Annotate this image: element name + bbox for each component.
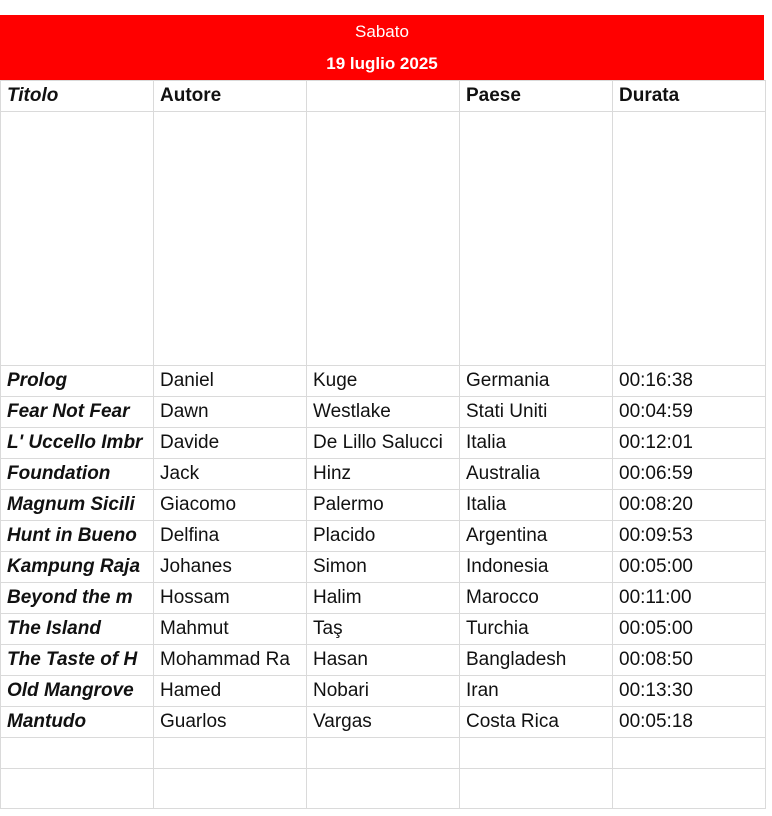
author-last-cell[interactable]: Kuge: [306, 365, 460, 397]
cell[interactable]: [612, 737, 766, 769]
country-cell[interactable]: Italia: [459, 427, 613, 459]
cell[interactable]: [0, 737, 154, 769]
author-last-cell[interactable]: De Lillo Salucci: [306, 427, 460, 459]
header-country[interactable]: Paese: [459, 80, 613, 112]
table-row: Kampung Raja Johanes Simon Indonesia 00:05:0…: [0, 551, 766, 583]
title-cell[interactable]: Hunt in Bueno: [0, 520, 154, 552]
duration-cell[interactable]: 00:09:53: [612, 520, 766, 552]
schedule-table: Titolo Autore Paese Durata Prolog Daniel K…: [0, 80, 766, 809]
title-cell[interactable]: Prolog: [0, 365, 154, 397]
author-first-cell[interactable]: Mohammad Ra: [153, 644, 307, 676]
cell[interactable]: [612, 768, 766, 809]
author-last-cell[interactable]: Taş: [306, 613, 460, 645]
country-cell[interactable]: Italia: [459, 489, 613, 521]
table-row: Mantudo Guarlos Vargas Costa Rica 00:05:18: [0, 706, 766, 738]
author-first-cell[interactable]: Giacomo: [153, 489, 307, 521]
empty-row: [0, 737, 766, 769]
title-cell[interactable]: Beyond the m: [0, 582, 154, 614]
author-first-cell[interactable]: Daniel: [153, 365, 307, 397]
author-last-cell[interactable]: Palermo: [306, 489, 460, 521]
country-cell[interactable]: Australia: [459, 458, 613, 490]
country-cell[interactable]: Stati Uniti: [459, 396, 613, 428]
author-first-cell[interactable]: Jack: [153, 458, 307, 490]
country-cell[interactable]: Costa Rica: [459, 706, 613, 738]
author-last-cell[interactable]: Simon: [306, 551, 460, 583]
title-cell[interactable]: The Taste of H: [0, 644, 154, 676]
duration-cell[interactable]: 00:05:00: [612, 551, 766, 583]
title-cell[interactable]: Magnum Sicili: [0, 489, 154, 521]
header-row: Titolo Autore Paese Durata: [0, 80, 766, 112]
empty-row: [0, 768, 766, 809]
author-first-cell[interactable]: Hamed: [153, 675, 307, 707]
table-row: Magnum Sicili Giacomo Palermo Italia 00:08:2…: [0, 489, 766, 521]
table-row: The Taste of H Mohammad Ra Hasan Bangladesh…: [0, 644, 766, 676]
table-row: Fear Not Fear Dawn Westlake Stati Uniti 00:0…: [0, 396, 766, 428]
cell[interactable]: [306, 737, 460, 769]
cell[interactable]: [306, 768, 460, 809]
author-first-cell[interactable]: Johanes: [153, 551, 307, 583]
header-author-surname[interactable]: [306, 80, 460, 112]
country-cell[interactable]: Iran: [459, 675, 613, 707]
duration-cell[interactable]: 00:08:20: [612, 489, 766, 521]
duration-cell[interactable]: 00:16:38: [612, 365, 766, 397]
table-row: Old Mangrove Hamed Nobari Iran 00:13:30: [0, 675, 766, 707]
duration-cell[interactable]: 00:05:18: [612, 706, 766, 738]
title-cell[interactable]: L' Uccello Imbr: [0, 427, 154, 459]
author-last-cell[interactable]: Hasan: [306, 644, 460, 676]
table-row: Prolog Daniel Kuge Germania 00:16:38: [0, 365, 766, 397]
header-title[interactable]: Titolo: [0, 80, 154, 112]
table-row: Hunt in Bueno Delfina Placido Argentina 00:0…: [0, 520, 766, 552]
cell[interactable]: [153, 737, 307, 769]
cell[interactable]: [306, 111, 460, 366]
title-cell[interactable]: Kampung Raja: [0, 551, 154, 583]
author-first-cell[interactable]: Mahmut: [153, 613, 307, 645]
duration-cell[interactable]: 00:11:00: [612, 582, 766, 614]
header-author[interactable]: Autore: [153, 80, 307, 112]
day-banner: Sabato: [0, 15, 764, 48]
duration-cell[interactable]: 00:04:59: [612, 396, 766, 428]
author-first-cell[interactable]: Davide: [153, 427, 307, 459]
author-last-cell[interactable]: Nobari: [306, 675, 460, 707]
cell[interactable]: [0, 111, 154, 366]
author-last-cell[interactable]: Placido: [306, 520, 460, 552]
cell[interactable]: [612, 111, 766, 366]
cell[interactable]: [153, 111, 307, 366]
author-first-cell[interactable]: Hossam: [153, 582, 307, 614]
country-cell[interactable]: Germania: [459, 365, 613, 397]
cell[interactable]: [459, 768, 613, 809]
author-first-cell[interactable]: Guarlos: [153, 706, 307, 738]
author-last-cell[interactable]: Westlake: [306, 396, 460, 428]
country-cell[interactable]: Argentina: [459, 520, 613, 552]
title-cell[interactable]: The Island: [0, 613, 154, 645]
author-last-cell[interactable]: Hinz: [306, 458, 460, 490]
duration-cell[interactable]: 00:06:59: [612, 458, 766, 490]
author-first-cell[interactable]: Delfina: [153, 520, 307, 552]
blank-row: [0, 111, 766, 366]
author-last-cell[interactable]: Halim: [306, 582, 460, 614]
cell[interactable]: [153, 768, 307, 809]
country-cell[interactable]: Turchia: [459, 613, 613, 645]
country-cell[interactable]: Bangladesh: [459, 644, 613, 676]
duration-cell[interactable]: 00:05:00: [612, 613, 766, 645]
cell[interactable]: [459, 111, 613, 366]
duration-cell[interactable]: 00:13:30: [612, 675, 766, 707]
cell[interactable]: [459, 737, 613, 769]
table-row: Foundation Jack Hinz Australia 00:06:59: [0, 458, 766, 490]
table-row: L' Uccello Imbr Davide De Lillo Salucci Ita…: [0, 427, 766, 459]
title-cell[interactable]: Old Mangrove: [0, 675, 154, 707]
table-row: Beyond the m Hossam Halim Marocco 00:11:00: [0, 582, 766, 614]
author-first-cell[interactable]: Dawn: [153, 396, 307, 428]
cell[interactable]: [0, 768, 154, 809]
title-cell[interactable]: Fear Not Fear: [0, 396, 154, 428]
country-cell[interactable]: Marocco: [459, 582, 613, 614]
date-banner: 19 luglio 2025: [0, 47, 764, 80]
title-cell[interactable]: Foundation: [0, 458, 154, 490]
title-cell[interactable]: Mantudo: [0, 706, 154, 738]
table-row: The Island Mahmut Taş Turchia 00:05:00: [0, 613, 766, 645]
header-duration[interactable]: Durata: [612, 80, 766, 112]
country-cell[interactable]: Indonesia: [459, 551, 613, 583]
duration-cell[interactable]: 00:08:50: [612, 644, 766, 676]
author-last-cell[interactable]: Vargas: [306, 706, 460, 738]
duration-cell[interactable]: 00:12:01: [612, 427, 766, 459]
